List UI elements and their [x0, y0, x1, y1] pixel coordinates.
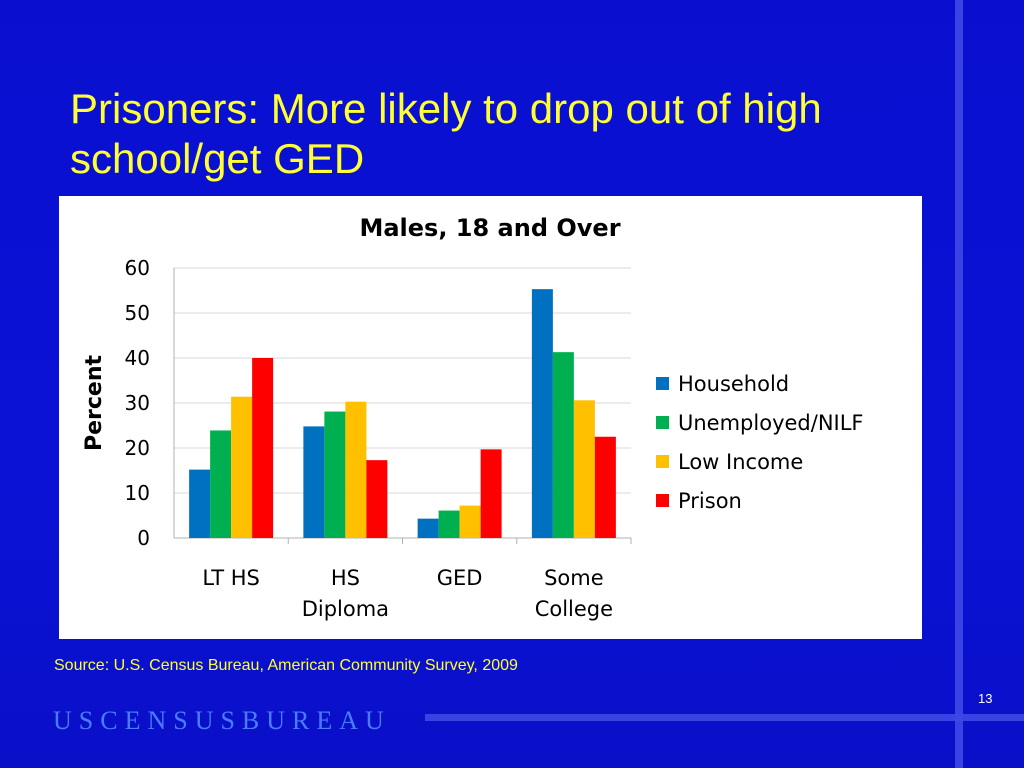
x-tick-label: Some — [544, 566, 604, 590]
bar — [480, 449, 502, 538]
legend-label: Household — [678, 372, 789, 396]
chart-title: Males, 18 and Over — [359, 214, 620, 242]
legend-swatch — [656, 416, 669, 429]
legend-label: Unemployed/NILF — [678, 411, 864, 435]
x-tick-label: GED — [437, 566, 483, 590]
legend-label: Prison — [678, 489, 742, 513]
bar — [417, 518, 439, 538]
source-note: Source: U.S. Census Bureau, American Com… — [54, 657, 518, 674]
bar — [231, 396, 253, 538]
bar — [573, 400, 595, 538]
bar — [594, 436, 616, 538]
bar — [531, 289, 553, 538]
chart-panel: Males, 18 and Over 0 10 20 30 40 50 60 Percent LT… — [59, 196, 922, 639]
y-tick-label: 40 — [125, 346, 150, 370]
legend-swatch — [656, 377, 669, 390]
y-tick-label: 0 — [137, 526, 150, 550]
bar — [438, 510, 460, 538]
bar — [303, 426, 325, 538]
bar — [345, 401, 367, 538]
y-tick-label: 50 — [125, 301, 150, 325]
x-tick-label: HS — [331, 566, 360, 590]
bar-chart: Males, 18 and Over 0 10 20 30 40 50 60 Percent LT… — [82, 214, 864, 621]
bar — [552, 352, 574, 538]
y-tick-label: 30 — [125, 391, 150, 415]
x-tick-label: Diploma — [302, 597, 389, 621]
bar — [366, 460, 388, 538]
horizontal-accent-bar — [425, 714, 1024, 721]
legend-swatch — [656, 494, 669, 507]
bar — [210, 430, 232, 538]
y-axis-label: Percent — [82, 355, 107, 452]
legend-swatch — [656, 455, 669, 468]
x-tick-label: LT HS — [202, 566, 259, 590]
census-bureau-logo: USCENSUSBUREAU — [53, 706, 391, 735]
vertical-accent-bar — [955, 0, 963, 768]
legend-label: Low Income — [678, 450, 803, 474]
bar — [324, 411, 346, 538]
bar — [252, 358, 274, 538]
bar — [459, 505, 481, 538]
y-tick-label: 10 — [125, 481, 150, 505]
x-tick-label: College — [535, 597, 613, 621]
slide-title: Prisoners: More likely to drop out of hi… — [70, 85, 822, 182]
bar — [189, 469, 211, 538]
page-number: 13 — [978, 691, 993, 706]
y-tick-label: 20 — [125, 436, 150, 460]
y-tick-label: 60 — [125, 256, 150, 280]
